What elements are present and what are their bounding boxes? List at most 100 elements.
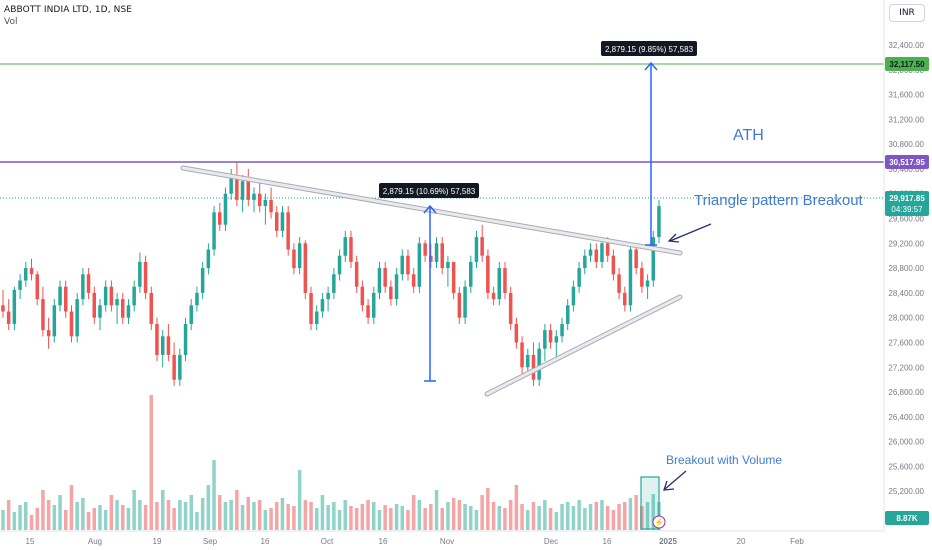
breakout-annotation[interactable]: Triangle pattern Breakout [694,192,864,209]
volume-bar [109,495,114,530]
price-tick-label: 32,400.00 [888,41,924,50]
time-axis[interactable]: 15 Aug 19 Sep 16 Oct 16 Nov Dec 16 2025 20 Feb [26,537,805,546]
ticker-title[interactable]: ABBOTT INDIA LTD, 1D, NSE [4,5,133,15]
volume-bar [132,490,136,530]
candle [223,187,228,231]
candle [149,286,153,331]
volume-arrow-icon[interactable] [663,470,687,491]
candle [240,175,245,213]
ath-price-badge: 32,117.50 [885,57,929,71]
candle [155,317,159,362]
time-tick-label: Nov [440,537,454,546]
measure-tool-1[interactable]: 2,879.15 (10.69%) 57,583 [379,183,479,382]
candle [86,268,91,300]
time-tick-label: 20 [737,537,746,546]
volume-bar [497,506,501,530]
time-tick-label: Feb [790,537,804,546]
volume-bar [451,498,456,530]
volume-bar [98,505,102,530]
time-tick-label: 15 [26,537,35,546]
volume-bar [411,495,416,530]
candle [337,249,342,281]
currency-selector[interactable]: INR [889,4,925,22]
candle [474,230,479,269]
breakout-arrow-icon[interactable] [667,223,712,243]
candle [503,261,507,300]
candle [275,206,279,238]
volume-bar [315,508,319,530]
volume-bar [394,504,399,530]
volume-bar [263,510,268,530]
candle [645,274,650,300]
volume-bar [1,510,5,530]
volume-bar [286,504,290,530]
volume-bar [29,515,34,530]
candle [354,255,359,293]
volume-indicator-label[interactable]: Vol [4,17,18,27]
volume-bar [69,485,74,530]
volume-bar [423,508,427,530]
candle [623,286,627,312]
volume-bar [303,500,308,530]
candle [343,230,347,262]
candle [166,323,171,362]
volume-bar [623,502,627,530]
candle [1,289,5,318]
candle [600,237,604,269]
volume-bar [337,510,342,530]
volume-bar [297,470,302,530]
candle [514,317,519,349]
candle [29,258,34,281]
volume-bar [240,505,245,530]
price-tick-label: 25,600.00 [888,462,924,471]
candle [554,330,559,362]
candle [235,162,239,207]
time-tick-label: Dec [544,537,558,546]
volume-bar [161,490,165,530]
volume-bars [1,395,661,530]
volume-bar [611,510,616,530]
volume-bar [583,508,587,530]
volume-bar [354,508,359,530]
candle [303,240,308,300]
candle [389,280,393,306]
volume-bar [366,500,370,530]
time-tick-label: Oct [321,537,334,546]
volume-annotation[interactable]: Breakout with Volume [666,453,782,467]
volume-bar [440,508,444,530]
price-tick-label: 28,800.00 [888,264,924,273]
candle [400,249,404,281]
candle [611,249,616,281]
candle [138,252,142,293]
volume-bar [417,500,422,530]
ath-annotation[interactable]: ATH [733,127,764,144]
candle [571,280,576,312]
volume-bar [309,502,313,530]
candle [12,286,17,331]
flash-icon[interactable] [652,515,666,529]
volume-bar [526,510,530,530]
candle [440,237,444,275]
bar-countdown: 04:39:57 [891,205,923,214]
candle [315,305,319,331]
candle [486,249,490,300]
candle [434,237,439,269]
price-tick-label: 27,200.00 [888,363,924,372]
volume-bar [200,498,205,530]
volume-bar [64,510,68,530]
volume-bar [212,460,216,530]
candle [423,240,427,262]
volume-bar [229,500,233,530]
volume-bar [195,512,199,530]
price-axis[interactable]: 32,400.0032,000.0031,600.0031,200.0030,8… [888,41,924,521]
measure-1-label: 2,879.15 (10.69%) 57,583 [383,187,476,196]
volume-bar [138,500,142,530]
candle [121,292,125,324]
candle [252,187,256,213]
volume-bar [86,512,91,530]
measure-tool-2[interactable]: 2,879.15 (9.85%) 57,583 [601,41,697,246]
breakout-volume-highlight[interactable] [640,476,660,530]
candle [69,305,74,343]
candle [463,280,467,324]
